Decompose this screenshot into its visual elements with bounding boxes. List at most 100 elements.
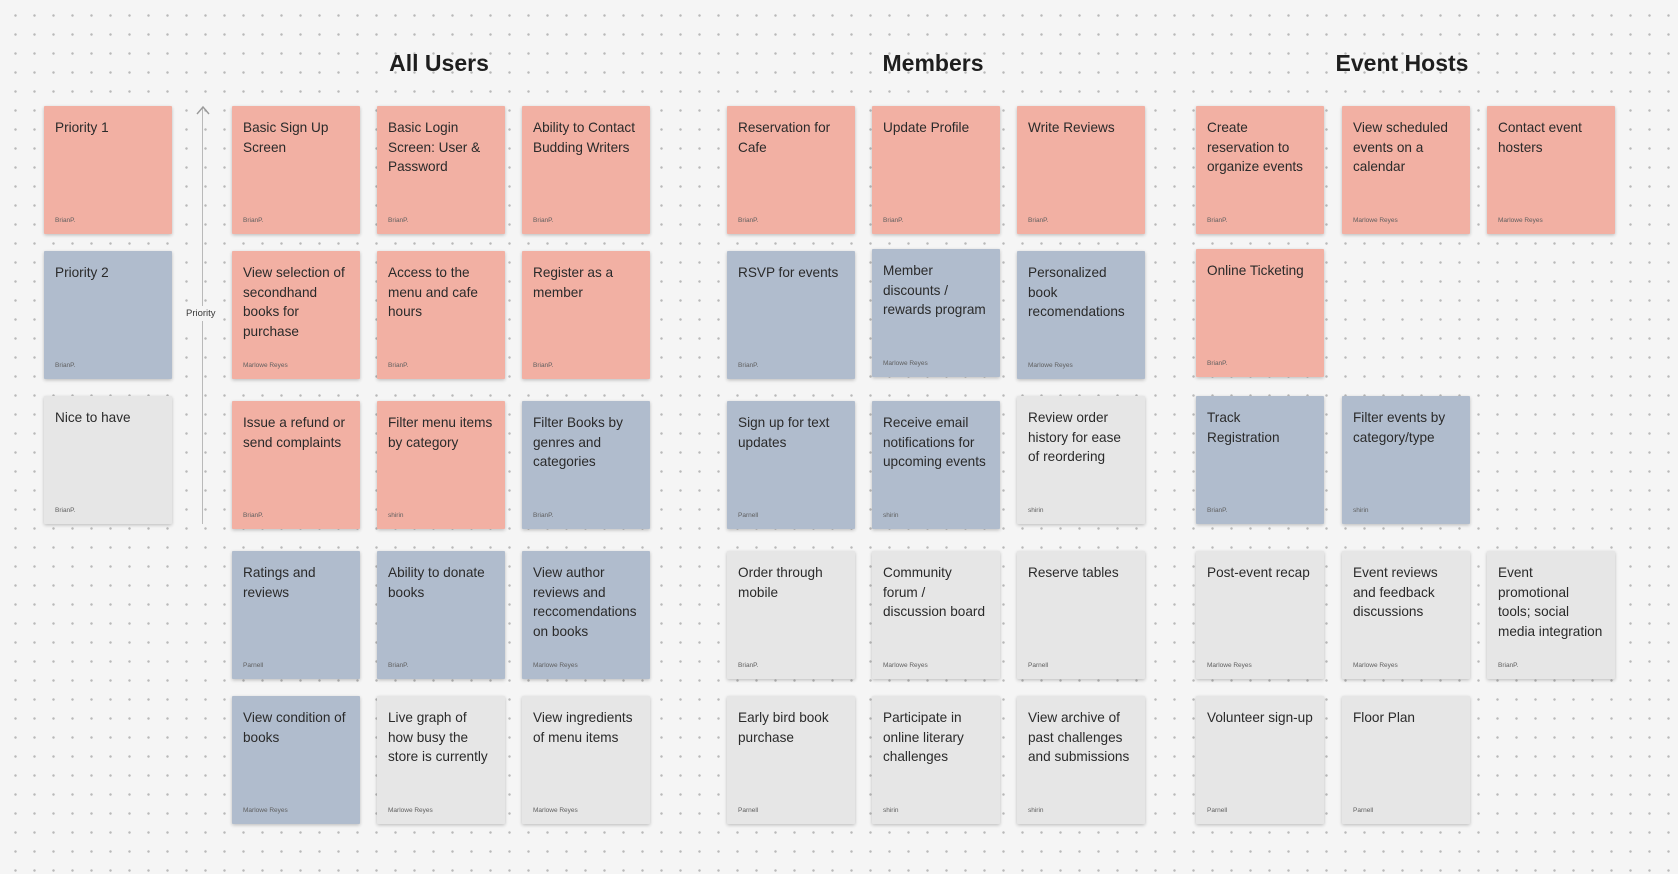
sticky-note-all-users[interactable]: View author reviews and reccomendations …	[522, 551, 650, 679]
sticky-note-event-hosts[interactable]: Post-event recap Marlowe Reyes	[1196, 551, 1324, 679]
sticky-note-author: Marlowe Reyes	[388, 807, 433, 814]
sticky-note-members[interactable]: Receive email notifications for upcoming…	[872, 401, 1000, 529]
sticky-note-all-users[interactable]: Ratings and reviews Parnell	[232, 551, 360, 679]
sticky-note-author: BrianP.	[243, 217, 264, 224]
sticky-note-all-users[interactable]: Issue a refund or send complaints BrianP.	[232, 401, 360, 529]
sticky-note-text: Basic Sign Up Screen	[243, 120, 329, 155]
sticky-note-author: BrianP.	[55, 507, 76, 514]
sticky-note-members[interactable]: RSVP for events BrianP.	[727, 251, 855, 379]
legend-note[interactable]: Priority 1 BrianP.	[44, 106, 172, 234]
sticky-note-members[interactable]: Early bird book purchase Parnell	[727, 696, 855, 824]
sticky-note-author: shirin	[388, 512, 404, 519]
sticky-note-author: Marlowe Reyes	[883, 360, 928, 367]
sticky-note-text: View ingredients of menu items	[533, 710, 633, 745]
sticky-note-event-hosts[interactable]: Floor Plan Parnell	[1342, 696, 1470, 824]
sticky-note-text: Order through mobile	[738, 565, 823, 600]
sticky-note-all-users[interactable]: Basic Login Screen: User & Password Brian…	[377, 106, 505, 234]
sticky-note-members[interactable]: Member discounts / rewards program Marlow…	[872, 249, 1000, 377]
sticky-note-all-users[interactable]: Ability to Contact Budding Writers BrianP…	[522, 106, 650, 234]
sticky-note-text: View author reviews and reccomendations …	[533, 565, 637, 639]
sticky-note-text: Receive email notifications for upcoming…	[883, 415, 986, 469]
sticky-note-author: Parnell	[1028, 662, 1049, 669]
sticky-note-text: Floor Plan	[1353, 710, 1415, 725]
sticky-note-members[interactable]: Write Reviews BrianP.	[1017, 106, 1145, 234]
sticky-note-text: Priority 1	[55, 120, 109, 135]
sticky-note-members[interactable]: Order through mobile BrianP.	[727, 551, 855, 679]
sticky-note-text: RSVP for events	[738, 265, 839, 280]
sticky-note-author: shirin	[1353, 507, 1369, 514]
sticky-note-members[interactable]: Reserve tables Parnell	[1017, 551, 1145, 679]
sticky-note-text: Community forum / discussion board	[883, 565, 986, 619]
sticky-note-author: BrianP.	[738, 362, 759, 369]
sticky-note-author: shirin	[1028, 807, 1044, 814]
sticky-note-text: Early bird book purchase	[738, 710, 829, 745]
legend-note[interactable]: Nice to have BrianP.	[44, 396, 172, 524]
sticky-note-text: Track Registration	[1207, 410, 1280, 445]
sticky-note-all-users[interactable]: Live graph of how busy the store is curr…	[377, 696, 505, 824]
sticky-note-author: Marlowe Reyes	[533, 807, 578, 814]
sticky-note-text: View scheduled events on a calendar	[1353, 120, 1448, 174]
sticky-note-all-users[interactable]: Basic Sign Up Screen BrianP.	[232, 106, 360, 234]
sticky-note-author: Parnell	[1353, 807, 1374, 814]
sticky-note-event-hosts[interactable]: Contact event hosters Marlowe Reyes	[1487, 106, 1615, 234]
sticky-note-text: Update Profile	[883, 120, 970, 135]
legend-note[interactable]: Priority 2 BrianP.	[44, 251, 172, 379]
sticky-note-all-users[interactable]: View condition of books Marlowe Reyes	[232, 696, 360, 824]
sticky-note-members[interactable]: Community forum / discussion board Marlow…	[872, 551, 1000, 679]
sticky-note-members[interactable]: View archive of past challenges and subm…	[1017, 696, 1145, 824]
priority-axis-label: Priority	[183, 306, 219, 321]
sticky-note-text: Member discounts / rewards program	[883, 263, 986, 317]
sticky-note-members[interactable]: Sign up for text updates Parnell	[727, 401, 855, 529]
sticky-note-all-users[interactable]: Access to the menu and cafe hours BrianP.	[377, 251, 505, 379]
sticky-note-event-hosts[interactable]: Event promotional tools; social media in…	[1487, 551, 1615, 679]
sticky-note-members[interactable]: Participate in online literary challenge…	[872, 696, 1000, 824]
sticky-note-event-hosts[interactable]: Volunteer sign-up Parnell	[1196, 696, 1324, 824]
sticky-note-members[interactable]: Reservation for Cafe BrianP.	[727, 106, 855, 234]
sticky-note-author: BrianP.	[388, 217, 409, 224]
sticky-note-text: Access to the menu and cafe hours	[388, 265, 478, 319]
sticky-note-all-users[interactable]: View selection of secondhand books for p…	[232, 251, 360, 379]
arrow-up-icon	[196, 105, 210, 115]
sticky-note-all-users[interactable]: Register as a member BrianP.	[522, 251, 650, 379]
sticky-note-author: Marlowe Reyes	[1207, 662, 1252, 669]
sticky-note-text: Event promotional tools; social media in…	[1498, 565, 1603, 639]
sticky-note-all-users[interactable]: Ability to donate books BrianP.	[377, 551, 505, 679]
heading-members: Members	[882, 50, 984, 76]
sticky-note-author: BrianP.	[1207, 217, 1228, 224]
sticky-note-text: Reserve tables	[1028, 565, 1119, 580]
sticky-note-author: Marlowe Reyes	[883, 662, 928, 669]
sticky-note-text: Event reviews and feedback discussions	[1353, 565, 1438, 619]
sticky-note-text: View archive of past challenges and subm…	[1028, 710, 1130, 764]
sticky-note-text: Volunteer sign-up	[1207, 710, 1313, 725]
sticky-note-all-users[interactable]: Filter Books by genres and categories Bri…	[522, 401, 650, 529]
sticky-note-author: BrianP.	[388, 662, 409, 669]
sticky-note-event-hosts[interactable]: View scheduled events on a calendar Marlo…	[1342, 106, 1470, 234]
sticky-note-members[interactable]: Personalized book recomendations Marlowe …	[1017, 251, 1145, 379]
sticky-note-author: BrianP.	[55, 217, 76, 224]
sticky-note-event-hosts[interactable]: Event reviews and feedback discussions Ma…	[1342, 551, 1470, 679]
sticky-note-author: shirin	[883, 807, 899, 814]
sticky-note-text: Personalized book recomendations	[1028, 265, 1125, 319]
sticky-note-event-hosts[interactable]: Create reservation to organize events Bri…	[1196, 106, 1324, 234]
sticky-note-all-users[interactable]: Filter menu items by category shirin	[377, 401, 505, 529]
heading-event-hosts: Event Hosts	[1335, 50, 1469, 76]
sticky-note-text: Post-event recap	[1207, 565, 1310, 580]
sticky-note-event-hosts[interactable]: Online Ticketing BrianP.	[1196, 249, 1324, 377]
sticky-note-text: Review order history for ease of reorder…	[1028, 410, 1121, 464]
sticky-note-author: Marlowe Reyes	[243, 362, 288, 369]
sticky-note-event-hosts[interactable]: Track Registration BrianP.	[1196, 396, 1324, 524]
sticky-note-members[interactable]: Update Profile BrianP.	[872, 106, 1000, 234]
sticky-note-author: BrianP.	[883, 217, 904, 224]
sticky-note-author: BrianP.	[738, 217, 759, 224]
sticky-note-author: BrianP.	[243, 512, 264, 519]
sticky-note-event-hosts[interactable]: Filter events by category/type shirin	[1342, 396, 1470, 524]
sticky-note-members[interactable]: Review order history for ease of reorder…	[1017, 396, 1145, 524]
sticky-note-author: BrianP.	[738, 662, 759, 669]
sticky-note-all-users[interactable]: View ingredients of menu items Marlowe Re…	[522, 696, 650, 824]
sticky-note-text: Sign up for text updates	[738, 415, 830, 450]
sticky-note-text: Ability to Contact Budding Writers	[533, 120, 635, 155]
sticky-note-author: Parnell	[243, 662, 264, 669]
sticky-note-author: BrianP.	[1498, 662, 1519, 669]
sticky-note-author: Parnell	[1207, 807, 1228, 814]
